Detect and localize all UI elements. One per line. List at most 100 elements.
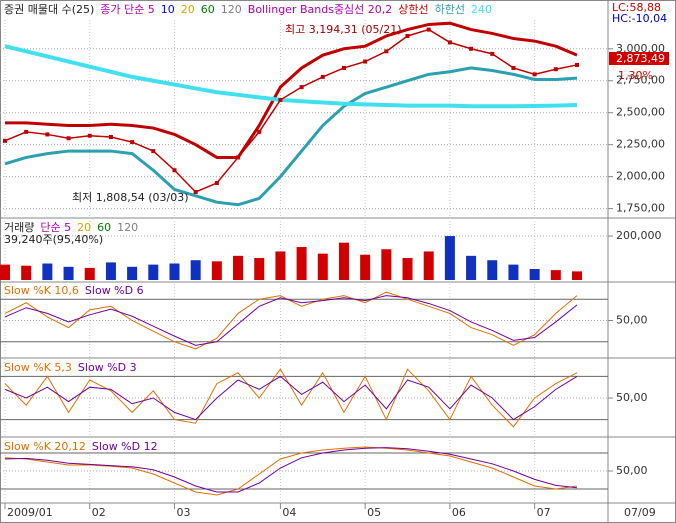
volume-bar bbox=[338, 242, 349, 280]
volume-bar bbox=[381, 249, 392, 280]
volume-bar bbox=[63, 266, 74, 280]
series-line bbox=[4, 295, 578, 346]
series-line bbox=[4, 447, 578, 493]
price-point bbox=[108, 135, 113, 139]
series-line bbox=[4, 446, 578, 496]
y-tick-label: 1,750,00 bbox=[616, 202, 665, 215]
x-tick-label: 07 bbox=[537, 506, 551, 519]
price-point bbox=[257, 129, 262, 134]
series-line bbox=[4, 375, 578, 421]
volume-bar bbox=[148, 264, 159, 280]
price-tag-bg bbox=[609, 52, 669, 65]
panel-title: 증권 매물대 수(25) bbox=[4, 3, 94, 16]
volume-bar bbox=[254, 258, 265, 280]
volume-bar bbox=[84, 267, 95, 280]
volume-bar bbox=[296, 247, 307, 280]
legend-entry: 종가 단순 5 bbox=[100, 3, 154, 16]
legend-entry: Slow %D 3 bbox=[78, 361, 137, 374]
y-tick-label: 2,750,00 bbox=[616, 74, 665, 87]
price-point bbox=[3, 138, 7, 143]
legend-entry: 60 bbox=[97, 221, 111, 234]
y-tick-label: 2,000,00 bbox=[616, 170, 665, 183]
price-line bbox=[4, 28, 578, 193]
volume-bar bbox=[105, 262, 116, 280]
y-tick-label: 50,00 bbox=[616, 314, 648, 327]
price-point bbox=[87, 133, 92, 138]
cursor-date: 07/09 bbox=[624, 506, 656, 519]
legend-entry: 120 bbox=[117, 221, 138, 234]
y-tick-label: 200,000 bbox=[616, 229, 662, 242]
series-line bbox=[4, 291, 578, 350]
price-point bbox=[363, 59, 368, 64]
series-line bbox=[4, 66, 578, 207]
volume-bar bbox=[42, 263, 53, 280]
volume-bar bbox=[487, 260, 498, 280]
x-tick-label: 2009/01 bbox=[7, 506, 53, 519]
x-tick-label: 05 bbox=[367, 506, 381, 519]
y-tick-label: 50,00 bbox=[616, 464, 648, 477]
y-tick-label: 2,500,00 bbox=[616, 106, 665, 119]
volume-bar bbox=[21, 265, 32, 280]
volume-bar bbox=[127, 266, 138, 280]
annotation-high: 최고 3,194,31 (05/21) bbox=[285, 23, 402, 36]
price-point bbox=[553, 67, 558, 72]
volume-bar bbox=[550, 270, 561, 280]
legend-entry: Slow %D 12 bbox=[92, 440, 158, 453]
legend-entry: 상한선 bbox=[398, 3, 428, 16]
legend-entry: Slow %K 10,6 bbox=[4, 284, 79, 297]
price-point bbox=[469, 46, 474, 51]
x-tick-label: 02 bbox=[92, 506, 106, 519]
price-point bbox=[24, 129, 29, 134]
volume-bar bbox=[275, 251, 286, 280]
y-tick-label: 2,250,00 bbox=[616, 138, 665, 151]
y-tick-label: 50,00 bbox=[616, 391, 648, 404]
volume-note: 39,240주(95,40%) bbox=[4, 233, 103, 246]
price-point bbox=[299, 85, 304, 90]
legend-entry: Slow %K 20,12 bbox=[4, 440, 86, 453]
legend-entry: 60 bbox=[201, 3, 215, 16]
series-line bbox=[5, 21, 578, 159]
volume-bar bbox=[529, 269, 540, 280]
volume-bar bbox=[317, 253, 328, 280]
legend-entry: Slow %D 6 bbox=[85, 284, 144, 297]
volume-bar bbox=[190, 260, 201, 280]
hc-label: HC:-10,04 bbox=[612, 12, 667, 25]
annotation-low: 최저 1,808,54 (03/03) bbox=[72, 191, 189, 204]
price-point bbox=[426, 27, 431, 32]
legend-entry: 20 bbox=[181, 3, 195, 16]
x-tick-label: 06 bbox=[452, 506, 466, 519]
legend-entry: 120 bbox=[221, 3, 242, 16]
series-line bbox=[4, 44, 578, 109]
legend-entry: 240 bbox=[471, 3, 492, 16]
series-line bbox=[4, 368, 578, 428]
legend-entry: 단순 5 bbox=[40, 221, 71, 234]
price-point bbox=[405, 33, 410, 38]
volume-bar bbox=[508, 264, 519, 280]
price-point bbox=[236, 155, 241, 160]
price-point bbox=[45, 132, 50, 137]
volume-bar bbox=[211, 261, 222, 280]
price-point bbox=[66, 136, 71, 141]
price-point bbox=[130, 140, 135, 145]
legend-entry: 하한선 bbox=[435, 2, 465, 16]
volume-bar bbox=[423, 251, 434, 280]
legend-entry: 20 bbox=[77, 221, 91, 234]
panel-title: 거래량 bbox=[4, 221, 34, 234]
volume-bar bbox=[466, 255, 477, 280]
price-point bbox=[384, 49, 389, 54]
price-point bbox=[214, 181, 219, 186]
price-point bbox=[193, 189, 198, 194]
volume-bar bbox=[233, 255, 244, 280]
price-point bbox=[278, 97, 283, 102]
lc-label: LC:58,88 bbox=[612, 1, 661, 14]
x-tick-label: 03 bbox=[176, 506, 190, 519]
volume-bar bbox=[169, 263, 180, 280]
legend-entry: Slow %K 5,3 bbox=[4, 361, 72, 374]
change-label: 1,30% bbox=[618, 69, 653, 82]
price-tag: 2,873,49 bbox=[616, 52, 665, 65]
price-point bbox=[575, 62, 579, 67]
legend-entry: 10 bbox=[161, 3, 175, 16]
price-point bbox=[151, 149, 156, 154]
price-point bbox=[511, 65, 516, 70]
